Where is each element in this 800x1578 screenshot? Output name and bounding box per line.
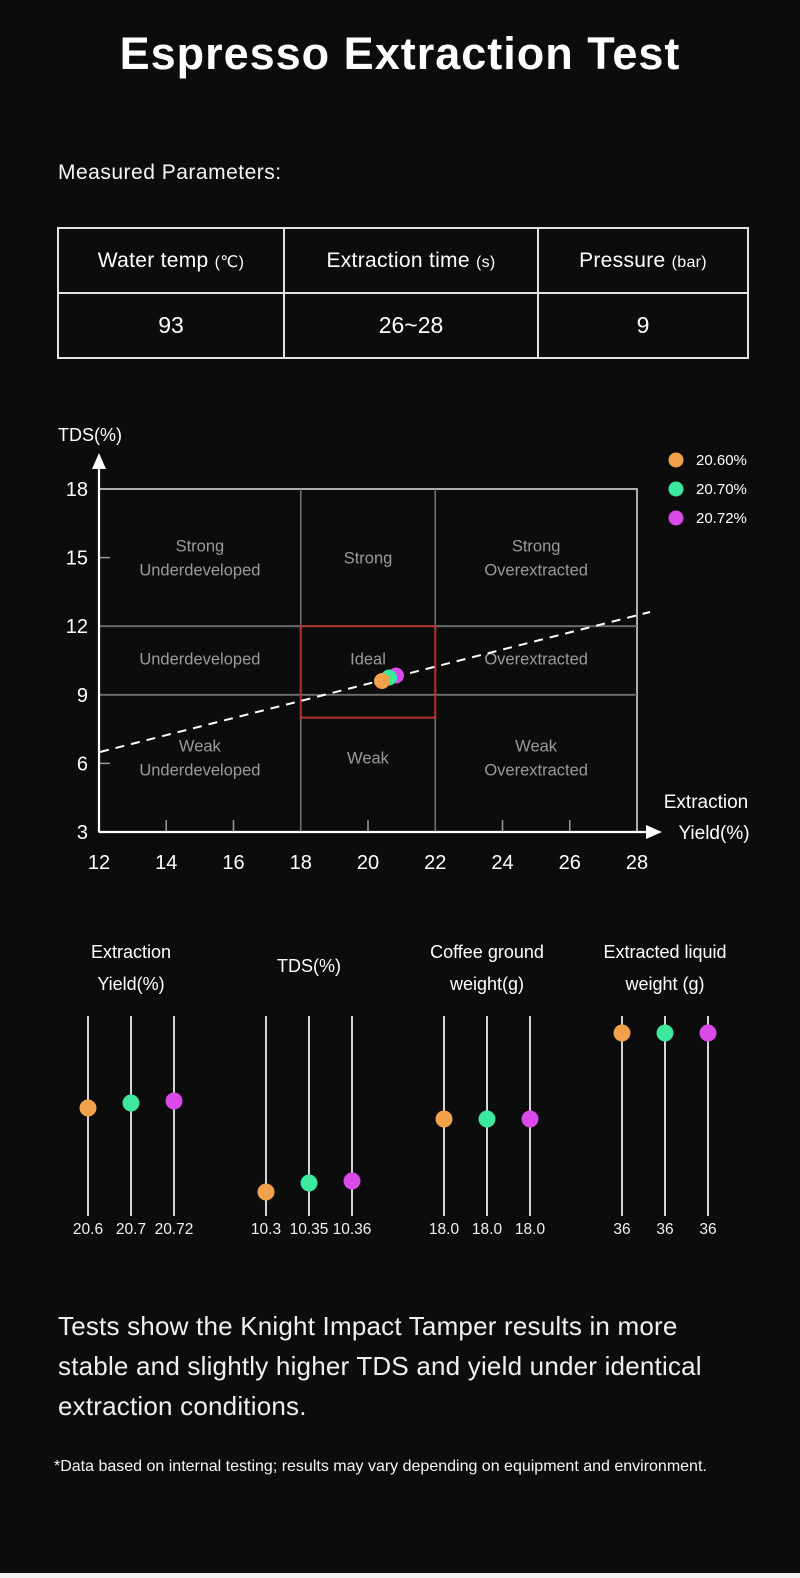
x-tick-label: 26 <box>559 852 581 874</box>
summary-line: Tests show the Knight Impact Tamper resu… <box>58 1311 678 1341</box>
strip-dot <box>478 1110 496 1128</box>
table-value-cell-pressure: 9 <box>537 292 749 359</box>
header-text: Water temp <box>97 248 209 272</box>
strip-value-label: 36 <box>613 1221 630 1238</box>
strip-dot <box>257 1183 275 1201</box>
legend-label: 20.72% <box>696 510 747 527</box>
x-tick-label: 24 <box>491 852 513 874</box>
strip-value-label: 20.72 <box>155 1221 194 1238</box>
strip-value-label: 18.0 <box>429 1221 460 1238</box>
header-text: Pressure <box>579 248 666 272</box>
strip-dot <box>656 1024 674 1042</box>
x-tick-label: 20 <box>357 852 379 874</box>
x-tick-label: 22 <box>424 852 446 874</box>
strip-dot <box>165 1092 183 1110</box>
strip-group-title: TDS(%) <box>277 956 341 976</box>
strip-value-label: 20.7 <box>116 1221 146 1238</box>
strip-value-label: 10.36 <box>333 1221 372 1238</box>
zone-label: Strong <box>176 538 225 556</box>
strip-dot <box>613 1024 631 1042</box>
x-axis-title: Yield(%) <box>678 823 749 844</box>
strip-dot <box>343 1172 361 1190</box>
x-tick-label: 14 <box>155 852 177 874</box>
strip-dot <box>699 1024 717 1042</box>
page-title: Espresso Extraction Test <box>119 28 681 79</box>
y-tick-label: 18 <box>66 479 88 501</box>
strip-value-label: 36 <box>656 1221 673 1238</box>
strip-group-title: Extraction <box>91 942 171 962</box>
y-tick-label: 9 <box>77 685 88 707</box>
table-header-row: Water temp (℃) Extraction time (s) Press… <box>57 227 749 294</box>
strip-dot <box>521 1110 539 1128</box>
summary-text: Tests show the Knight Impact Tamper resu… <box>58 1306 702 1426</box>
bottom-bar <box>0 1573 800 1578</box>
header-text: Extraction time <box>326 248 470 272</box>
ideal-zone-box <box>299 625 437 719</box>
zone-label: Overextracted <box>484 761 588 779</box>
header-unit: (bar) <box>671 253 707 271</box>
legend-dot <box>668 452 684 468</box>
summary-line: extraction conditions. <box>58 1391 307 1421</box>
strip-group-title: weight(g) <box>449 974 524 994</box>
measured-parameters-label: Measured Parameters: <box>58 161 282 184</box>
header-unit: (℃) <box>214 253 245 271</box>
zone-label: Weak <box>347 749 390 767</box>
footnote-text: *Data based on internal testing; results… <box>54 1458 707 1475</box>
y-tick-label: 12 <box>66 616 88 638</box>
zone-label: Overextracted <box>484 651 588 669</box>
x-tick-label: 28 <box>626 852 648 874</box>
strip-value-label: 18.0 <box>515 1221 546 1238</box>
zone-label: Overextracted <box>484 562 588 580</box>
trend-dashline <box>99 611 651 753</box>
x-tick-label: 18 <box>290 852 312 874</box>
table-header-cell-water-temp: Water temp (℃) <box>57 227 285 294</box>
parameters-table: Water temp (℃) Extraction time (s) Press… <box>57 227 749 359</box>
x-tick-label: 16 <box>222 852 244 874</box>
zone-label: Weak <box>515 737 558 755</box>
legend-label: 20.70% <box>696 481 747 498</box>
y-tick-label: 3 <box>77 822 88 844</box>
strip-dot <box>435 1110 453 1128</box>
strip-group-title: Extracted liquid <box>603 942 726 962</box>
x-axis-title: Extraction <box>664 792 748 813</box>
strip-group-title: Yield(%) <box>97 974 164 994</box>
x-axis-arrowhead <box>646 825 662 839</box>
zone-label: Underdeveloped <box>139 761 260 779</box>
table-header-cell-extraction-time: Extraction time (s) <box>283 227 539 294</box>
extraction-zones-chart: Strong Underdeveloped Strong Strong Overextr… <box>58 425 750 874</box>
y-axis-arrowhead <box>92 453 106 469</box>
strip-value-label: 18.0 <box>472 1221 503 1238</box>
strip-group-title: weight (g) <box>624 974 704 994</box>
y-tick-label: 6 <box>77 753 88 775</box>
legend-label: 20.60% <box>696 452 747 469</box>
strip-value-label: 20.6 <box>73 1221 103 1238</box>
strip-value-label: 10.3 <box>251 1221 281 1238</box>
strip-plots-chart: Extraction Yield(%) 20.6 20.7 20.72 TDS(%) 10.… <box>73 942 727 1238</box>
zone-label: Weak <box>179 737 222 755</box>
x-tick-label: 12 <box>88 852 110 874</box>
table-value-cell-water-temp: 93 <box>57 292 285 359</box>
table-value-row: 93 26~28 9 <box>57 292 749 359</box>
strip-group-title: Coffee ground <box>430 942 544 962</box>
zone-label: Underdeveloped <box>139 651 260 669</box>
strip-dot <box>300 1174 318 1192</box>
strip-value-label: 10.35 <box>290 1221 329 1238</box>
zone-label: Ideal <box>350 651 386 669</box>
y-axis-title: TDS(%) <box>58 425 122 445</box>
zone-label: Strong <box>512 538 561 556</box>
zone-label: Strong <box>344 550 393 568</box>
strip-dot <box>79 1099 97 1117</box>
summary-line: stable and slightly higher TDS and yield… <box>58 1351 702 1381</box>
legend-dot <box>668 510 684 526</box>
legend-dot <box>668 481 684 497</box>
header-unit: (s) <box>475 253 496 271</box>
strip-value-label: 36 <box>699 1221 716 1238</box>
zone-label: Underdeveloped <box>139 562 260 580</box>
data-point <box>374 673 390 689</box>
strip-dot <box>122 1094 140 1112</box>
y-tick-label: 15 <box>66 548 88 570</box>
table-header-cell-pressure: Pressure (bar) <box>537 227 749 294</box>
table-value-cell-extraction-time: 26~28 <box>283 292 539 359</box>
